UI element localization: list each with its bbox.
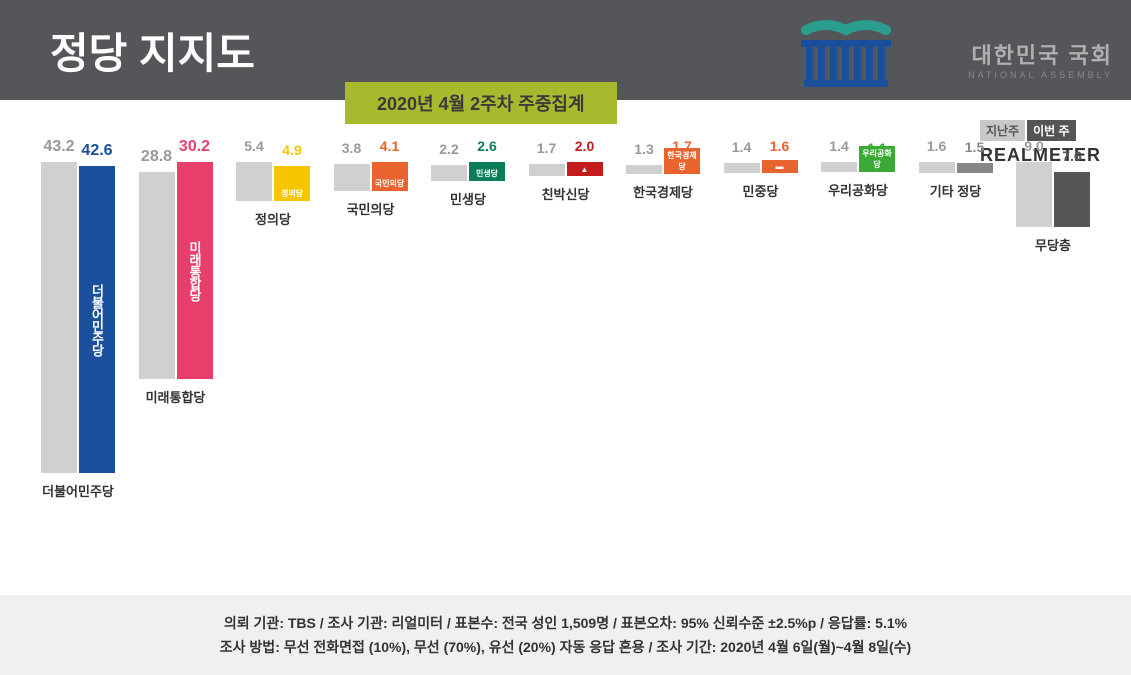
bar-group: 1.61.5 기타 정당 <box>908 162 1004 500</box>
bar-group: 1.41.6▬ 민중당 <box>713 162 809 500</box>
value-lastweek: 5.4 <box>244 138 263 154</box>
value-thisweek: 2.0 <box>575 138 594 154</box>
bar-thisweek: 4.1국민의당 <box>372 162 408 192</box>
value-lastweek: 1.4 <box>829 138 848 154</box>
bar-lastweek: 2.2 <box>431 165 467 181</box>
footer-line-2: 조사 방법: 무선 전화면접 (10%), 무선 (70%), 유선 (20%)… <box>220 637 911 657</box>
party-vertical-label: 더불어민주당 <box>88 284 107 356</box>
bars-container: 43.242.6더불어민주당더불어민주당28.830.2미래통합당미래통합당5.… <box>30 162 1101 500</box>
value-thisweek: 7.6 <box>1062 148 1081 164</box>
category-label: 기타 정당 <box>930 181 981 200</box>
value-thisweek: 30.2 <box>179 138 210 156</box>
bar-group: 1.31.7한국경제당한국경제당 <box>615 162 711 500</box>
bar-thisweek: 1.1우리공화당 <box>859 164 895 172</box>
assembly-text: 대한민국 국회 NATIONAL ASSEMBLY <box>968 38 1113 80</box>
category-label: 친박신당 <box>542 184 590 203</box>
party-badge: 정의당 <box>274 186 310 201</box>
value-lastweek: 2.2 <box>439 141 458 157</box>
bar-thisweek: 30.2미래통합당 <box>177 162 213 379</box>
value-lastweek: 3.8 <box>342 140 361 156</box>
party-vertical-label: 미래통합당 <box>185 241 204 301</box>
party-badge: 민생당 <box>469 166 505 181</box>
value-lastweek: 1.6 <box>927 138 946 154</box>
page-title: 정당 지지도 <box>50 20 255 81</box>
category-label: 민중당 <box>743 181 779 200</box>
category-label: 무당층 <box>1035 235 1071 254</box>
category-label: 미래통합당 <box>146 387 206 406</box>
party-badge: 한국경제당 <box>664 148 700 174</box>
value-thisweek: 4.9 <box>282 142 301 158</box>
bar-thisweek: 42.6더불어민주당 <box>79 166 115 473</box>
bar-group: 1.72.0▲ 친박신당 <box>518 162 614 500</box>
bar-group: 1.41.1우리공화당우리공화당 <box>810 162 906 500</box>
value-lastweek: 9.0 <box>1024 138 1043 154</box>
party-badge: 우리공화당 <box>859 146 895 172</box>
bar-thisweek: 4.9정의당 <box>274 166 310 201</box>
bar-thisweek: 2.0▲ <box>567 162 603 176</box>
assembly-kr: 대한민국 국회 <box>968 38 1113 70</box>
bar-lastweek: 43.2 <box>41 162 77 473</box>
bar-lastweek: 28.8 <box>139 172 175 379</box>
bar-lastweek: 9.0 <box>1016 162 1052 227</box>
party-badge: 국민의당 <box>372 176 408 191</box>
footer: 의뢰 기관: TBS / 조사 기관: 리얼미터 / 표본수: 전국 성인 1,… <box>0 595 1131 675</box>
value-thisweek: 2.6 <box>477 138 496 154</box>
category-label: 한국경제당 <box>633 182 693 201</box>
chart-area: 지난주 이번 주 REALMETER 43.242.6더불어민주당더불어민주당2… <box>0 100 1131 535</box>
header-bar: 정당 지지도 2020년 4월 2주차 주중집계 대한민국 국회 NATIONA… <box>0 0 1131 100</box>
value-thisweek: 4.1 <box>380 138 399 154</box>
category-label: 국민의당 <box>347 199 395 218</box>
assembly-en: NATIONAL ASSEMBLY <box>968 70 1113 80</box>
category-label: 정의당 <box>255 209 291 228</box>
category-label: 민생당 <box>450 189 486 208</box>
footer-line-1: 의뢰 기관: TBS / 조사 기관: 리얼미터 / 표본수: 전국 성인 1,… <box>224 613 907 633</box>
value-thisweek: 1.5 <box>965 139 984 155</box>
bar-thisweek: 1.6▬ <box>762 162 798 174</box>
bar-group: 28.830.2미래통합당미래통합당 <box>128 162 224 500</box>
value-lastweek: 28.8 <box>141 148 172 166</box>
party-badge: ▲ <box>567 163 603 176</box>
value-lastweek: 1.4 <box>732 139 751 155</box>
bar-group: 43.242.6더불어민주당더불어민주당 <box>30 162 126 500</box>
value-lastweek: 1.3 <box>634 141 653 157</box>
bar-thisweek: 1.7한국경제당 <box>664 162 700 174</box>
bar-lastweek: 5.4 <box>236 162 272 201</box>
category-label: 우리공화당 <box>828 180 888 199</box>
bar-thisweek: 2.6민생당 <box>469 162 505 181</box>
bar-lastweek: 3.8 <box>334 164 370 191</box>
bar-lastweek: 1.7 <box>529 164 565 176</box>
bar-group: 3.84.1국민의당국민의당 <box>323 162 419 500</box>
value-thisweek: 1.6 <box>770 138 789 154</box>
bar-lastweek: 1.4 <box>724 163 760 173</box>
value-thisweek: 42.6 <box>81 142 112 160</box>
assembly-logo <box>776 12 916 102</box>
bar-lastweek: 1.4 <box>821 162 857 172</box>
bar-lastweek: 1.6 <box>919 162 955 174</box>
bar-group: 2.22.6민생당민생당 <box>420 162 516 500</box>
party-badge: ▬ <box>762 160 798 173</box>
bar-thisweek: 7.6 <box>1054 172 1090 227</box>
bar-group: 5.44.9정의당정의당 <box>225 162 321 500</box>
legend-lastweek: 지난주 <box>980 120 1025 141</box>
value-lastweek: 43.2 <box>43 138 74 156</box>
value-lastweek: 1.7 <box>537 140 556 156</box>
bar-thisweek: 1.5 <box>957 163 993 174</box>
bar-group: 9.07.6 무당층 <box>1005 162 1101 500</box>
bar-lastweek: 1.3 <box>626 165 662 174</box>
category-label: 더불어민주당 <box>42 481 114 500</box>
